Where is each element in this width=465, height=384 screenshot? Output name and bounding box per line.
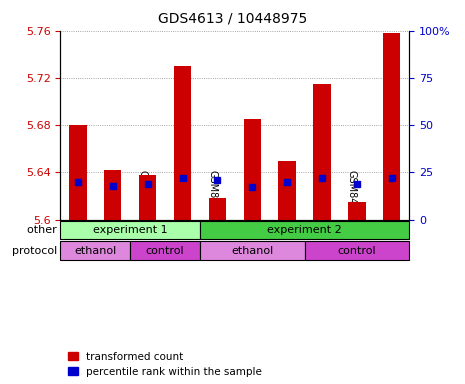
Legend: transformed count, percentile rank within the sample: transformed count, percentile rank withi…	[66, 349, 265, 379]
FancyBboxPatch shape	[130, 242, 200, 260]
FancyBboxPatch shape	[305, 242, 409, 260]
Text: control: control	[338, 246, 376, 256]
FancyBboxPatch shape	[200, 221, 409, 239]
FancyBboxPatch shape	[60, 242, 130, 260]
Text: experiment 2: experiment 2	[267, 225, 342, 235]
Text: control: control	[146, 246, 185, 256]
Bar	[348, 202, 365, 220]
Bar	[209, 198, 226, 220]
Text: ethanol: ethanol	[74, 246, 116, 256]
Text: ethanol: ethanol	[231, 246, 273, 256]
Bar	[139, 175, 156, 220]
Bar	[174, 66, 191, 220]
FancyBboxPatch shape	[60, 221, 200, 239]
Text: protocol: protocol	[12, 246, 60, 256]
Bar	[69, 125, 86, 220]
Text: experiment 1: experiment 1	[93, 225, 167, 235]
Text: GDS4613 / 10448975: GDS4613 / 10448975	[158, 12, 307, 25]
Bar	[104, 170, 121, 220]
FancyBboxPatch shape	[200, 242, 305, 260]
Bar	[313, 84, 331, 220]
Bar	[383, 33, 400, 220]
Bar	[244, 119, 261, 220]
Text: other: other	[27, 225, 60, 235]
Bar	[279, 161, 296, 220]
